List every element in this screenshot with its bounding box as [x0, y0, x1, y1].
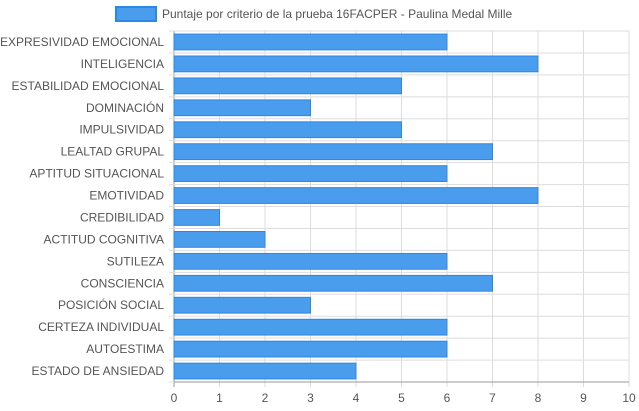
- bar[interactable]: [173, 340, 448, 358]
- x-tick-label: 5: [398, 391, 405, 405]
- bar[interactable]: [173, 55, 539, 73]
- bar[interactable]: [173, 121, 402, 139]
- x-tick-label: 7: [489, 391, 496, 405]
- category-label: IMPULSIVIDAD: [79, 123, 164, 137]
- category-label: LEALTAD GRUPAL: [61, 145, 165, 159]
- x-tick-label: 0: [171, 391, 178, 405]
- bars: [173, 33, 539, 380]
- bar[interactable]: [173, 274, 493, 292]
- category-label: SUTILEZA: [107, 254, 164, 268]
- category-label: EXPRESIVIDAD EMOCIONAL: [0, 35, 164, 49]
- x-tick-label: 3: [307, 391, 314, 405]
- x-tick-label: 8: [535, 391, 542, 405]
- bar[interactable]: [173, 187, 539, 204]
- category-label: CERTEZA INDIVIDUAL: [38, 320, 164, 334]
- bar[interactable]: [173, 362, 357, 380]
- bar[interactable]: [173, 209, 220, 226]
- bar[interactable]: [173, 165, 448, 182]
- category-labels: EXPRESIVIDAD EMOCIONAL INTELIGENCIA ESTABI…: [0, 35, 164, 378]
- category-label: POSICIÓN SOCIAL: [58, 297, 164, 312]
- category-label: DOMINACIÓN: [86, 100, 164, 115]
- bar[interactable]: [173, 33, 448, 51]
- bar[interactable]: [173, 143, 493, 161]
- legend-label: Puntaje por criterio de la prueba 16FACP…: [162, 7, 513, 21]
- category-label: APTITUD SITUACIONAL: [29, 167, 164, 181]
- category-label: INTELIGENCIA: [81, 57, 164, 71]
- bar[interactable]: [173, 99, 311, 117]
- x-tick-label: 6: [444, 391, 451, 405]
- x-tick-label: 9: [580, 391, 587, 405]
- x-tick-label: 2: [262, 391, 269, 405]
- bar[interactable]: [173, 77, 402, 95]
- legend-swatch: [115, 6, 157, 22]
- category-label: CREDIBILIDAD: [80, 210, 164, 224]
- x-tick-label: 1: [216, 391, 223, 405]
- bar[interactable]: [173, 231, 266, 248]
- category-label: ESTABILIDAD EMOCIONAL: [12, 79, 165, 93]
- legend[interactable]: Puntaje por criterio de la prueba 16FACP…: [115, 6, 513, 22]
- category-label: ACTITUD COGNITIVA: [44, 232, 164, 246]
- category-label: CONSCIENCIA: [81, 276, 164, 290]
- bar[interactable]: [173, 318, 448, 336]
- x-tick-label: 4: [353, 391, 360, 405]
- bar[interactable]: [173, 296, 311, 314]
- x-tick-label: 10: [622, 391, 636, 405]
- x-tick-labels: 0 1 2 3 4 5 6 7 8 9 10: [171, 391, 636, 405]
- category-label: ESTADO DE ANSIEDAD: [32, 364, 165, 378]
- category-label: AUTOESTIMA: [86, 342, 164, 356]
- bar[interactable]: [173, 252, 448, 270]
- category-label: EMOTIVIDAD: [89, 189, 164, 203]
